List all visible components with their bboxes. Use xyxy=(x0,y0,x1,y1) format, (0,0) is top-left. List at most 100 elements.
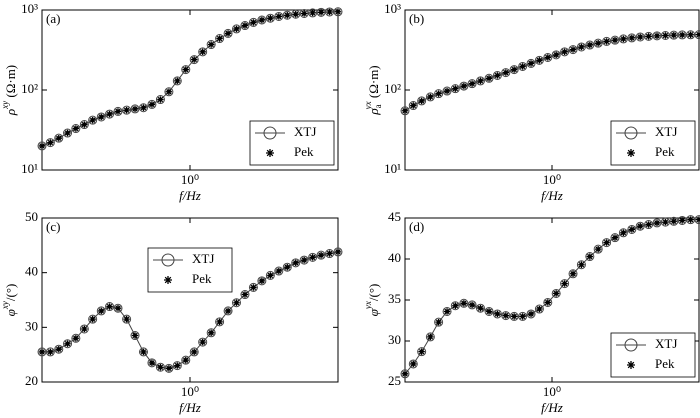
y-tick-label: 30 xyxy=(25,318,38,333)
asterisk-marker xyxy=(418,97,425,105)
circle-marker xyxy=(543,297,553,307)
circle-marker xyxy=(475,303,485,313)
asterisk-marker xyxy=(662,32,669,39)
asterisk-marker xyxy=(519,313,526,320)
asterisk-marker xyxy=(578,43,585,51)
circle-marker xyxy=(467,300,477,310)
circle-marker xyxy=(88,115,98,125)
legend-marker xyxy=(266,149,274,157)
asterisk-marker xyxy=(233,299,240,306)
legend-marker xyxy=(161,253,175,267)
circle-marker xyxy=(518,61,528,71)
asterisk-marker xyxy=(317,251,325,259)
y-axis-title: φyx/(°) xyxy=(363,284,381,317)
circle-marker xyxy=(282,10,292,20)
asterisk-marker xyxy=(182,66,189,73)
asterisk-marker xyxy=(603,38,610,45)
y-axis-title: ρxy (Ω·m) xyxy=(0,65,18,116)
asterisk-marker xyxy=(224,307,232,315)
circle-marker xyxy=(602,36,612,46)
circle-marker xyxy=(240,21,250,31)
circle-marker xyxy=(96,306,106,316)
y-axis-superscript: xy xyxy=(0,301,10,310)
asterisk-marker xyxy=(140,348,147,356)
asterisk-marker xyxy=(72,335,80,342)
asterisk-marker xyxy=(300,10,308,17)
asterisk-marker xyxy=(460,300,468,307)
circle-marker xyxy=(501,68,511,78)
circle-marker xyxy=(130,104,140,114)
circle-marker xyxy=(593,38,603,48)
asterisk-marker xyxy=(653,219,661,227)
circle-marker xyxy=(618,34,628,44)
circle-marker xyxy=(333,7,343,17)
asterisk-marker xyxy=(326,250,333,257)
circle-marker xyxy=(299,255,309,265)
asterisk-marker xyxy=(670,31,678,39)
circle-marker xyxy=(71,124,81,134)
asterisk-marker xyxy=(460,82,468,90)
circle-marker xyxy=(155,95,165,105)
y-tick-label: 10¹ xyxy=(21,161,38,176)
circle-marker xyxy=(585,40,595,50)
asterisk-marker xyxy=(695,31,700,38)
asterisk-marker xyxy=(443,308,451,315)
y-tick-label: 45 xyxy=(388,209,401,224)
legend-label: XTJ xyxy=(655,124,677,139)
y-tick-label: 20 xyxy=(25,373,38,388)
circle-marker xyxy=(576,42,586,52)
asterisk-marker xyxy=(191,56,198,63)
asterisk-marker xyxy=(250,284,257,291)
panel-label: (a) xyxy=(46,11,60,26)
circle-marker xyxy=(223,306,233,316)
circle-marker xyxy=(551,288,561,298)
circle-marker xyxy=(425,332,435,342)
asterisk-marker xyxy=(670,218,678,225)
circle-marker xyxy=(308,8,318,18)
circle-marker xyxy=(215,317,225,327)
circle-marker xyxy=(627,224,637,234)
circle-marker xyxy=(248,282,258,292)
y-axis-title: φxy/(°) xyxy=(0,284,18,317)
circle-marker xyxy=(282,262,292,272)
asterisk-marker xyxy=(569,270,577,277)
asterisk-marker xyxy=(561,280,568,287)
asterisk-marker xyxy=(81,325,88,333)
circle-marker xyxy=(164,87,174,97)
asterisk-marker xyxy=(64,340,71,347)
asterisk-marker xyxy=(165,365,173,372)
asterisk-marker xyxy=(401,370,409,377)
circle-marker xyxy=(189,55,199,65)
circle-marker xyxy=(333,247,343,257)
asterisk-marker xyxy=(452,85,459,92)
asterisk-marker xyxy=(485,75,493,82)
asterisk-marker xyxy=(140,104,147,111)
asterisk-marker xyxy=(309,9,316,17)
asterisk-marker xyxy=(552,51,560,59)
asterisk-marker xyxy=(207,329,215,336)
asterisk-marker xyxy=(427,333,434,341)
asterisk-marker xyxy=(300,256,308,264)
asterisk-marker xyxy=(64,129,71,137)
circle-marker xyxy=(79,324,89,334)
asterisk-marker xyxy=(98,113,105,121)
asterisk-marker xyxy=(443,87,451,95)
asterisk-marker xyxy=(292,259,299,267)
circle-marker xyxy=(534,55,544,65)
circle-marker xyxy=(492,309,502,319)
x-axis-title: f/Hz xyxy=(541,400,563,415)
asterisk-marker xyxy=(216,318,223,326)
asterisk-marker xyxy=(679,217,686,224)
legend-label: Pek xyxy=(294,144,314,159)
circle-marker xyxy=(526,58,536,68)
asterisk-marker xyxy=(645,221,652,228)
asterisk-marker xyxy=(55,346,62,353)
circle-marker xyxy=(172,76,182,86)
asterisk-marker xyxy=(157,364,164,371)
asterisk-marker xyxy=(679,31,686,39)
asterisk-marker xyxy=(123,106,130,114)
circle-marker xyxy=(105,302,115,312)
circle-marker xyxy=(450,301,460,311)
circle-marker xyxy=(325,249,335,259)
asterisk-marker xyxy=(687,31,694,38)
